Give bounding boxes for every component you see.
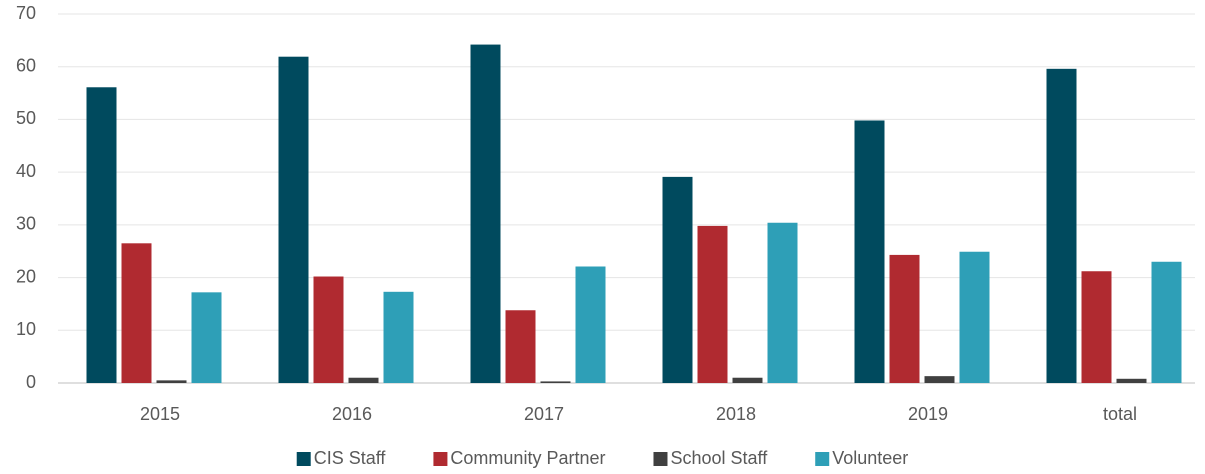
- x-tick-label: 2017: [524, 404, 564, 424]
- x-tick-label: 2019: [908, 404, 948, 424]
- legend-label: Community Partner: [450, 448, 605, 468]
- bar: [1116, 378, 1147, 383]
- bar: [1151, 261, 1182, 383]
- bar: [348, 377, 379, 383]
- bar: [697, 225, 728, 383]
- bar: [86, 87, 117, 383]
- bar: [732, 377, 763, 383]
- x-tick-label: 2015: [140, 404, 180, 424]
- legend-swatch: [433, 452, 448, 466]
- y-tick-label: 20: [16, 266, 36, 286]
- bar: [470, 44, 501, 384]
- bar: [889, 254, 920, 383]
- legend-label: CIS Staff: [314, 448, 387, 468]
- bar: [191, 292, 222, 383]
- bar: [924, 376, 955, 383]
- y-tick-label: 30: [16, 214, 36, 234]
- x-tick-label: 2018: [716, 404, 756, 424]
- legend-swatch: [296, 452, 311, 466]
- x-tick-label: 2016: [332, 404, 372, 424]
- y-tick-label: 60: [16, 55, 36, 75]
- x-tick-label: total: [1103, 404, 1137, 424]
- bar: [313, 276, 344, 383]
- bar: [1081, 271, 1112, 383]
- legend-label: School Staff: [670, 448, 768, 468]
- y-tick-label: 10: [16, 319, 36, 339]
- y-tick-label: 40: [16, 161, 36, 181]
- bar: [662, 176, 693, 383]
- y-tick-label: 70: [16, 3, 36, 23]
- bar: [767, 222, 798, 383]
- bar: [278, 56, 309, 383]
- y-tick-label: 0: [26, 372, 36, 392]
- bar: [121, 243, 152, 383]
- y-tick-label: 50: [16, 108, 36, 128]
- bar: [959, 251, 990, 383]
- bar: [505, 310, 536, 383]
- bar: [383, 291, 414, 383]
- legend-swatch: [815, 452, 830, 466]
- legend-swatch: [653, 452, 668, 466]
- bar: [540, 381, 571, 383]
- bar: [854, 120, 885, 384]
- legend-label: Volunteer: [832, 448, 908, 468]
- bar: [1046, 68, 1077, 383]
- bar: [156, 380, 187, 383]
- bar: [575, 266, 606, 383]
